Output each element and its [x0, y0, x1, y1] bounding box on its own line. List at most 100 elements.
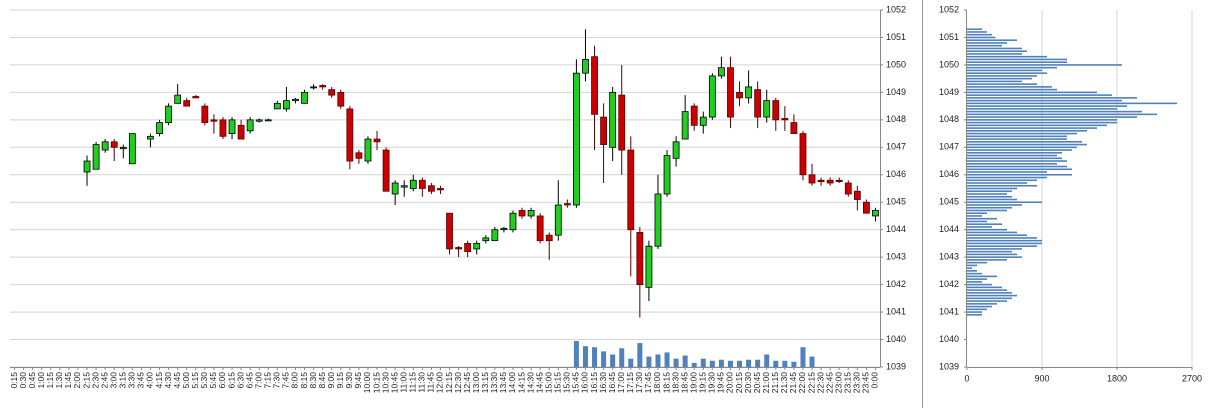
x-tick-label: 11:00	[398, 372, 408, 393]
volume-bar	[610, 354, 616, 367]
candle-body	[237, 124, 245, 140]
candle-body	[201, 105, 209, 123]
profile-bar	[967, 193, 1007, 195]
profile-bar	[967, 256, 1022, 258]
x-tick-label: 6:00	[217, 372, 227, 389]
x-tick-label: 18:00	[652, 372, 662, 394]
profile-bar	[967, 141, 1082, 143]
volume-bar	[601, 351, 607, 367]
x-tick-label: 15:15	[553, 372, 563, 394]
candle-body	[554, 204, 562, 236]
candle-body	[292, 98, 299, 102]
profile-bar	[967, 286, 1002, 289]
profile-bar	[967, 113, 1157, 116]
candle-body	[183, 100, 191, 107]
x-tick-label: 18:15	[661, 372, 671, 394]
candle-body	[582, 59, 589, 74]
profile-bar	[967, 66, 1057, 69]
candle-body	[654, 193, 662, 247]
volume-bar	[764, 354, 770, 367]
y-tick-label: 1044	[886, 224, 906, 234]
volume-bar	[746, 359, 752, 367]
x-tick-label: 19:45	[716, 372, 726, 394]
y-tick-label: 1045	[939, 197, 959, 207]
candle-body	[600, 116, 607, 145]
x-tick-label: 0	[964, 373, 969, 383]
y-tick-label: 1052	[939, 4, 959, 14]
candle-body	[672, 141, 680, 159]
profile-bar	[967, 165, 1067, 168]
profile-bar	[967, 105, 1127, 107]
profile-bar	[967, 292, 1012, 294]
volume-bar	[655, 354, 661, 367]
profile-bar	[967, 179, 1037, 182]
volume-bar	[619, 348, 625, 367]
profile-bar	[967, 130, 1087, 132]
x-tick-label: 10:15	[371, 372, 381, 394]
profile-bar	[967, 300, 1007, 302]
x-tick-label: 9:45	[353, 372, 363, 389]
volume-bar	[664, 352, 670, 367]
candle-body	[128, 133, 136, 165]
candle-body	[92, 144, 100, 170]
candle-body	[518, 210, 526, 217]
x-tick-label: 14:45	[534, 372, 544, 394]
candle-body	[319, 85, 327, 88]
profile-bar	[967, 39, 1017, 42]
candle-body	[763, 100, 771, 118]
candle-body	[83, 160, 91, 173]
volume-bar	[582, 346, 588, 367]
candle-body	[573, 72, 580, 206]
candle-body	[210, 119, 218, 122]
profile-bar	[967, 308, 987, 311]
x-tick-label: 16:45	[607, 372, 617, 394]
candle-body	[817, 179, 825, 183]
x-tick-label: 20:45	[752, 372, 762, 394]
volume-bar	[700, 358, 706, 367]
candle-body	[563, 203, 571, 206]
y-tick-label: 1042	[939, 279, 959, 289]
candle-body	[119, 146, 127, 150]
x-tick-label: 0:30	[18, 372, 28, 389]
profile-bar	[967, 143, 1087, 146]
x-tick-label: 15:45	[571, 372, 581, 394]
profile-bar	[967, 121, 1117, 124]
x-tick-label: 21:30	[779, 372, 789, 394]
profile-bar	[967, 289, 1007, 291]
profile-bar	[967, 168, 1072, 171]
profile-bar	[967, 228, 1007, 231]
y-tick-label: 1051	[939, 32, 959, 42]
profile-bar	[967, 250, 1012, 253]
x-tick-label: 6:15	[226, 372, 236, 389]
y-tick-label: 1043	[886, 252, 906, 262]
candle-body	[609, 91, 617, 148]
x-tick-label: 14:00	[507, 372, 517, 394]
x-tick-label: 16:30	[598, 372, 608, 394]
y-tick-label: 1049	[939, 87, 959, 97]
profile-bar	[967, 182, 1027, 184]
profile-bar	[967, 119, 1117, 121]
profile-bar	[967, 303, 997, 305]
x-tick-label: 7:30	[272, 372, 282, 389]
profile-bar	[967, 132, 1077, 135]
profile-bar	[967, 297, 1012, 300]
candle-body	[382, 149, 390, 192]
x-tick-label: 7:15	[263, 372, 273, 389]
volume-bar	[791, 361, 797, 367]
x-tick-label: 5:15	[190, 372, 200, 389]
profile-bar	[967, 97, 1137, 99]
x-tick-label: 19:15	[698, 372, 708, 394]
profile-bar	[967, 198, 1017, 201]
volume-bar	[755, 359, 761, 367]
y-tick-label: 1040	[886, 334, 906, 344]
x-tick-label: 12:00	[435, 372, 445, 394]
profile-bar	[967, 157, 1062, 160]
candle-body	[101, 141, 109, 151]
candle-body	[835, 179, 843, 183]
candle-body	[437, 188, 444, 191]
x-tick-label: 17:00	[616, 372, 626, 394]
profile-bar	[967, 91, 1097, 94]
profile-bar	[967, 190, 1012, 193]
candle-body	[273, 102, 281, 110]
x-tick-label: 1:30	[54, 372, 64, 389]
